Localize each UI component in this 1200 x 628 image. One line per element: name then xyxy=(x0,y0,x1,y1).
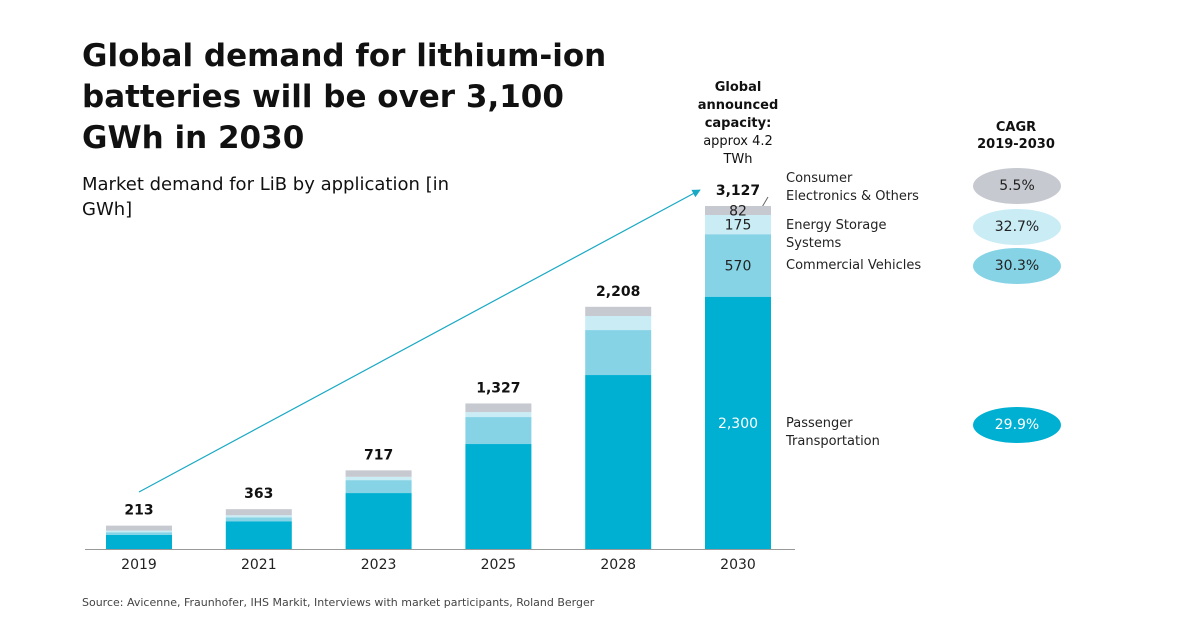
legend-label leg: Consumer Electronics & Others xyxy=(786,171,919,204)
source: Source: Avicenne, Fraunhofer, IHS Markit… xyxy=(82,596,595,609)
value-label: 2,300 xyxy=(718,416,758,432)
cagr-header: CAGR 2019-2030 xyxy=(977,120,1055,152)
x-tick-label: 2023 xyxy=(361,557,397,573)
bar-segment xyxy=(345,470,412,477)
bar-segment xyxy=(106,532,172,535)
annotation: approx 4.2 TWh xyxy=(703,134,773,167)
cagr-ellipse: 30.3% xyxy=(973,248,1061,284)
total-label: 3,127 xyxy=(716,183,760,199)
cagr-ellipse: 29.9% xyxy=(973,407,1061,443)
bar-segment xyxy=(705,206,771,215)
bar-segment xyxy=(585,316,652,331)
bar-segment xyxy=(106,525,172,531)
bar-segment xyxy=(225,517,292,522)
subtitle: Market demand for LiB by application [in… xyxy=(82,174,450,220)
annotation-block: Global announced capacity: approx 4.2 TW… xyxy=(688,79,788,169)
bar-segment xyxy=(225,509,292,516)
bar-segment xyxy=(705,296,771,549)
legend-label leg: Energy Storage Systems xyxy=(786,218,887,251)
bar-segment xyxy=(465,417,532,445)
bar-segment xyxy=(585,306,652,317)
bar-segment xyxy=(106,530,172,533)
bar-segment xyxy=(465,403,532,413)
x-tick-label: 2025 xyxy=(481,557,517,573)
bar-segment xyxy=(465,412,532,418)
title: Global demand for lithium-ion batteries … xyxy=(82,38,607,156)
value-label: 570 xyxy=(725,258,752,274)
x-tick-label: 2030 xyxy=(720,557,756,573)
bar-segment xyxy=(106,534,172,549)
cagr-ellipse: 5.5% xyxy=(973,168,1061,204)
x-tick-label: 2028 xyxy=(600,557,636,573)
bar-segment xyxy=(585,330,652,376)
cagr-ellipse: 32.7% xyxy=(973,209,1061,245)
legend-label leg: Passenger Transportation xyxy=(786,416,880,449)
bar-segment xyxy=(705,234,771,297)
total-label: 2,208 xyxy=(596,284,640,300)
bar-segment xyxy=(465,444,532,549)
bar-segment xyxy=(345,480,412,494)
total-label: 213 xyxy=(124,503,153,519)
bar-segment xyxy=(585,375,652,549)
growth-arrow xyxy=(138,189,701,493)
bar-segment xyxy=(345,493,412,549)
bar-segment xyxy=(225,521,292,549)
x-tick-label: 2019 xyxy=(121,557,157,573)
total-label: 1,327 xyxy=(476,380,520,396)
annotation-bold: Global announced capacity: xyxy=(697,80,779,131)
bar-segment xyxy=(345,476,412,481)
total-label: 717 xyxy=(364,447,393,463)
legend-label leg: Commercial Vehicles xyxy=(786,258,922,273)
x-tick-label: 2021 xyxy=(241,557,277,573)
value-label: 175 xyxy=(725,218,752,234)
bar-segment xyxy=(705,214,771,235)
value-label: 82 xyxy=(729,203,747,219)
total-label: 363 xyxy=(244,486,273,502)
bar-segment xyxy=(225,515,292,518)
